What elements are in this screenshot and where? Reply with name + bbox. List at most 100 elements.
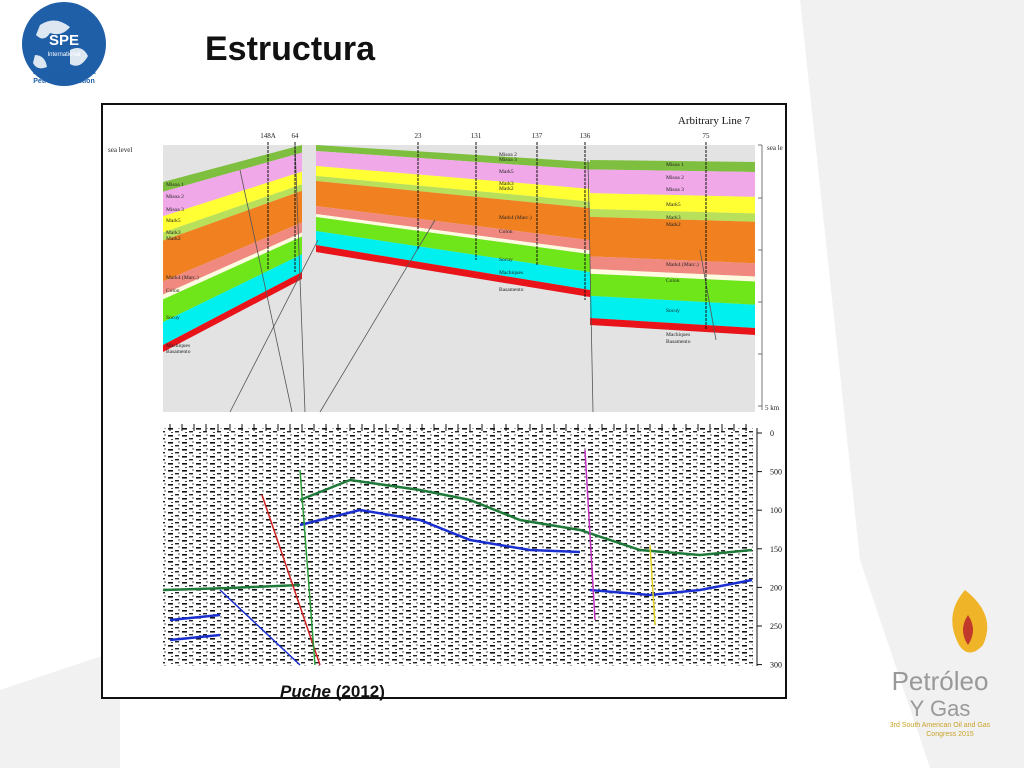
horizon — [589, 578, 753, 597]
layer — [316, 214, 590, 255]
layer — [590, 256, 755, 277]
layer-label: Mark3 — [499, 181, 514, 187]
layer — [590, 208, 755, 222]
logo-text: Petróleo — [892, 666, 989, 696]
layer-label: Socuy — [499, 257, 513, 263]
logo-text: 3rd South American Oil and Gas — [890, 722, 991, 729]
layer — [163, 184, 302, 241]
horizon — [162, 583, 301, 592]
citation: Puche (2012) — [280, 682, 385, 701]
layer-label: Mark2 — [666, 222, 681, 228]
layer-label: Misoa 3 — [666, 187, 684, 193]
logo-continents — [33, 20, 88, 69]
section-sky — [163, 110, 755, 145]
layer-label: Socuy — [166, 315, 180, 321]
logo-line: Western Venezuela — [32, 69, 95, 76]
fault — [261, 494, 321, 666]
layer-label: Mark5 — [666, 202, 681, 208]
time-label: 200 — [770, 583, 782, 592]
layer — [590, 273, 755, 305]
layer-label: Misoa 3 — [166, 207, 184, 213]
layer — [316, 181, 590, 241]
fault — [319, 219, 436, 413]
well-label: 137 — [532, 132, 543, 140]
layer-label: Basamento — [666, 339, 691, 345]
time-label: 100 — [770, 506, 782, 515]
citation-author: Puche — [280, 682, 331, 701]
layer — [163, 222, 302, 295]
layer — [163, 236, 302, 323]
layer — [590, 193, 755, 214]
fault — [587, 159, 594, 413]
layer — [590, 269, 755, 282]
layer — [590, 169, 755, 197]
logo-flame-inner — [963, 615, 973, 645]
layer-label: Machiques — [166, 343, 190, 349]
well-label: 23 — [415, 132, 423, 140]
layer-label: Mark4 (Marc.) — [666, 261, 699, 268]
horizon — [169, 613, 221, 622]
layer-label: Misoa 2 — [166, 194, 184, 200]
well-label: 148A — [260, 132, 276, 140]
fault — [699, 249, 717, 341]
layer-label: Misoa 1 — [166, 182, 184, 188]
layer-label: Misoa 2 — [666, 175, 684, 181]
layer — [163, 272, 302, 352]
layer-label: Mark4 (Marc.) — [166, 274, 199, 281]
bg-shape — [800, 0, 1024, 768]
horizon — [299, 478, 753, 557]
layer — [316, 176, 590, 209]
seismic-image — [163, 428, 753, 666]
layer — [316, 231, 590, 290]
layer-label: Colon — [499, 229, 513, 235]
layer-label: Misoa 2 — [499, 152, 517, 158]
layer — [316, 145, 590, 170]
logo-badge-sub: International — [47, 52, 80, 58]
layer — [590, 216, 755, 264]
logo-text: Congress 2015 — [926, 731, 974, 738]
layer-label: Colon — [666, 278, 680, 284]
time-label: 300 — [770, 661, 782, 670]
layer — [590, 318, 755, 335]
time-label: 500 — [770, 468, 782, 477]
time-label: 150 — [770, 545, 782, 554]
section-title: Arbitrary Line 7 — [678, 115, 751, 127]
layer-label: Machiques — [666, 332, 690, 338]
fault — [239, 169, 293, 413]
layer — [316, 245, 590, 297]
layer-label: Mark4 (Marc.) — [499, 214, 532, 221]
logo-line: Petroleum Section — [33, 78, 94, 85]
layer-label: Colon — [166, 288, 180, 294]
well-label: 75 — [703, 132, 711, 140]
depth-label: 5 km — [765, 404, 780, 412]
layer-label: Basamento — [166, 349, 191, 355]
layer-label: Misoa 3 — [499, 157, 517, 163]
well-label: 131 — [471, 132, 482, 140]
layer-label: Mark2 — [499, 186, 514, 192]
layer — [163, 232, 302, 300]
layer — [316, 151, 590, 189]
horizon — [299, 508, 581, 554]
layer — [590, 295, 755, 328]
fault — [229, 239, 319, 413]
layer — [316, 206, 590, 251]
layer — [590, 160, 755, 172]
time-label: 0 — [770, 429, 774, 438]
horizon — [169, 633, 221, 642]
layer-label: Mark3 — [166, 230, 181, 236]
layer — [163, 171, 302, 233]
layer — [316, 217, 590, 273]
layer — [163, 254, 302, 345]
fault — [649, 544, 656, 626]
well-label: 136 — [580, 132, 591, 140]
logo-badge: SPE — [49, 32, 79, 49]
layer-label: Misoa 1 — [666, 162, 684, 168]
slide-title: Estructura — [205, 30, 376, 68]
layer-label: Basamento — [499, 287, 524, 293]
layer — [316, 166, 590, 202]
fault — [294, 144, 306, 413]
sea-level-label: sea level — [108, 146, 132, 154]
time-label: 250 — [770, 622, 782, 631]
fault — [219, 589, 301, 666]
